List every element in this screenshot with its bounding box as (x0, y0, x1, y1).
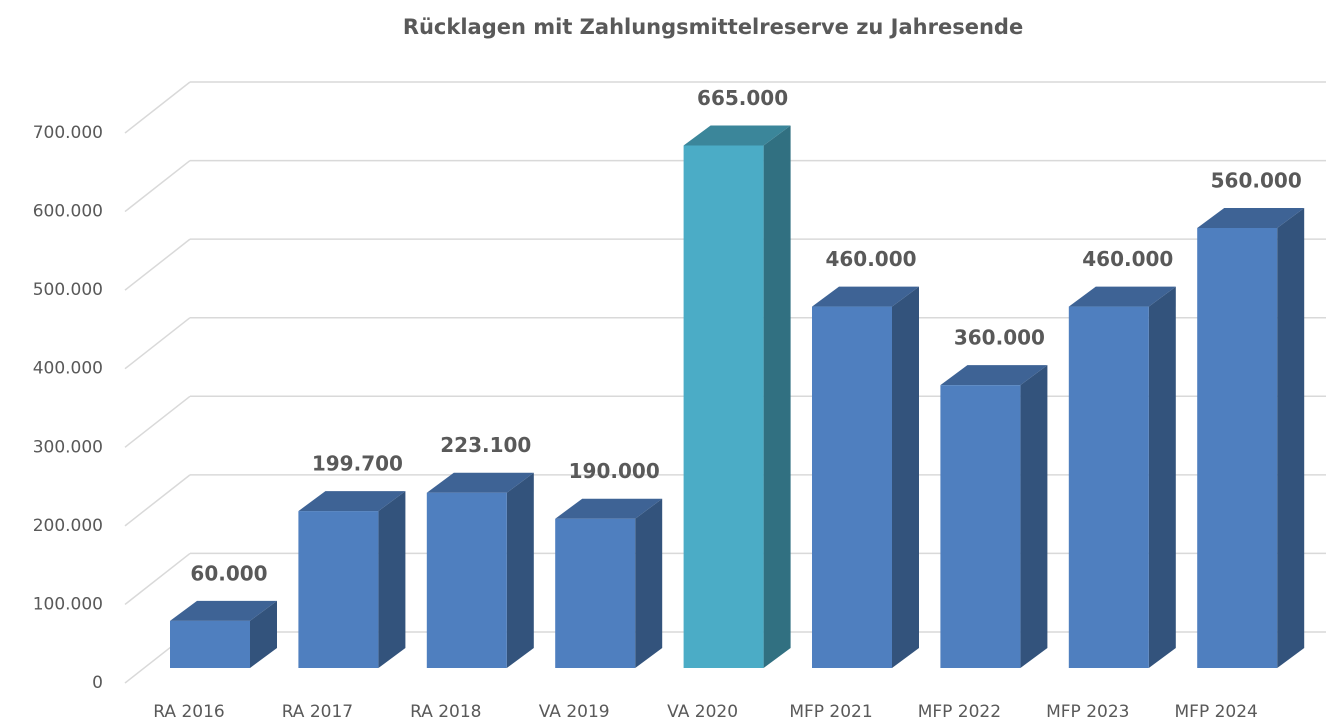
bar-top (555, 498, 663, 519)
chart-title: Rücklagen mit Zahlungsmittelreserve zu J… (403, 15, 1023, 39)
bar (812, 306, 892, 668)
x-tick-label: MFP 2022 (918, 702, 1001, 721)
x-tick-label: MFP 2023 (1046, 702, 1129, 721)
bar-side (1020, 365, 1048, 668)
bar-side (1277, 208, 1305, 668)
y-tick-label: 100.000 (33, 594, 103, 614)
grid-line (124, 81, 191, 134)
x-tick-label: MFP 2021 (789, 702, 872, 721)
y-tick-label: 300.000 (33, 437, 103, 457)
y-tick-label: 0 (92, 673, 103, 693)
x-tick-label: RA 2016 (153, 702, 224, 721)
value-label: 460.000 (825, 247, 916, 271)
value-label: 460.000 (1082, 247, 1173, 271)
y-tick-label: 200.000 (33, 516, 103, 536)
grid-line (124, 317, 191, 370)
value-label: 199.700 (312, 452, 403, 476)
y-tick-label: 600.000 (33, 202, 103, 222)
x-tick-label: RA 2018 (410, 702, 481, 721)
bar-top (940, 365, 1048, 386)
bar (298, 511, 379, 668)
bar (1068, 306, 1149, 668)
bar-top (683, 125, 791, 146)
value-label: 190.000 (569, 459, 660, 483)
bar (426, 492, 507, 668)
bar-top (812, 286, 919, 307)
grid-line (124, 474, 191, 527)
bar-top (170, 600, 277, 621)
bar (683, 145, 764, 668)
grid-line (124, 159, 191, 213)
x-tick-label: VA 2019 (539, 702, 610, 721)
value-label: 560.000 (1211, 169, 1302, 193)
bar-top (426, 472, 534, 493)
bar-side (763, 125, 791, 668)
grid-line (124, 238, 191, 291)
x-tick-label: MFP 2024 (1175, 702, 1258, 721)
bar-side (635, 498, 663, 668)
bar (1197, 228, 1278, 668)
bar-side (1148, 286, 1176, 668)
bar-top (1068, 286, 1176, 307)
y-tick-label: 500.000 (33, 280, 103, 300)
bar-side (892, 286, 919, 668)
bar (555, 518, 636, 668)
bar-side (506, 472, 534, 668)
y-tick-label: 400.000 (33, 359, 103, 379)
x-tick-label: VA 2020 (667, 702, 738, 721)
bar (940, 385, 1021, 668)
value-label: 223.100 (440, 433, 531, 457)
value-label: 60.000 (190, 561, 267, 585)
bar-side (378, 491, 406, 668)
bar (170, 620, 250, 668)
x-tick-label: RA 2017 (282, 702, 353, 721)
value-label: 360.000 (954, 326, 1045, 350)
bar-top (1197, 208, 1305, 228)
value-label: 665.000 (697, 86, 788, 110)
bar-top (298, 491, 406, 512)
bar-side (250, 600, 277, 668)
y-tick-label: 700.000 (33, 123, 103, 143)
grid-line (124, 395, 191, 448)
grid-line (124, 552, 191, 606)
